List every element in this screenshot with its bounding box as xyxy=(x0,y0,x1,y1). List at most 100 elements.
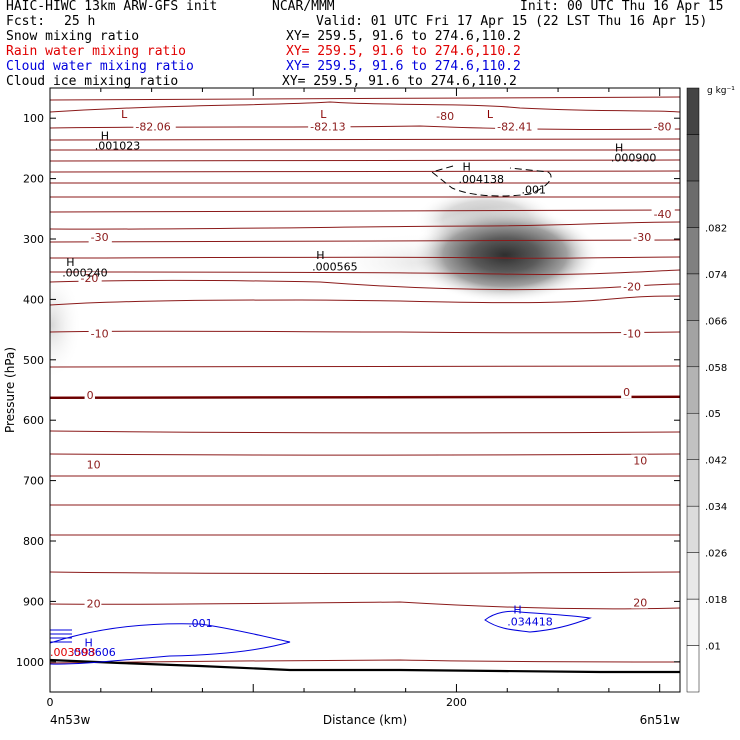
colorbar-swatch xyxy=(686,273,700,321)
field-name-rain: Rain water mixing ratio xyxy=(6,44,187,59)
value-label: .001 xyxy=(521,184,546,197)
temp-label: -30 xyxy=(91,231,109,244)
temp-label: -20 xyxy=(80,272,98,285)
colorbar-label: .026 xyxy=(705,549,727,560)
value-label: .001023 xyxy=(95,140,141,153)
value-label: .001 xyxy=(188,617,213,630)
temp-label-bg xyxy=(621,280,645,293)
extremum-mark: H xyxy=(513,603,521,616)
cloud-ice-contour xyxy=(430,165,552,197)
temp-label-bg xyxy=(651,208,675,221)
isotherm xyxy=(50,269,680,276)
chart-title: HAIC-HIWC 13km ARW-GFS init xyxy=(6,0,218,14)
temp-label-bg xyxy=(133,120,176,133)
field-xy-cloudice: XY= 259.5, 91.6 to 274.6,110.2 xyxy=(282,74,517,89)
colorbar-swatch xyxy=(686,412,700,460)
isotherm xyxy=(50,209,680,213)
y-tick-label: 1000 xyxy=(16,656,44,669)
y-tick-label: 100 xyxy=(23,112,44,125)
colorbar-label: .066 xyxy=(705,316,727,327)
y-tick-label: 800 xyxy=(23,535,44,548)
temp-label-bg xyxy=(495,120,538,133)
isotherm xyxy=(50,159,680,162)
extremum-mark: L xyxy=(320,108,327,121)
temp-label: -10 xyxy=(91,328,109,341)
isotherm xyxy=(50,101,680,113)
temp-label-bg xyxy=(88,327,112,340)
isotherm xyxy=(50,221,680,230)
temp-label: 10 xyxy=(87,459,101,472)
colorbar-label: .018 xyxy=(705,595,727,606)
extremum-mark: H xyxy=(85,637,93,650)
isotherm xyxy=(50,239,680,243)
isotherm xyxy=(50,330,680,334)
y-tick-label: 700 xyxy=(23,475,44,488)
temp-label-bg xyxy=(78,272,102,285)
org-label: NCAR/MMM xyxy=(272,0,335,14)
extremum-mark: L xyxy=(487,108,494,121)
extremum-mark: H xyxy=(316,249,324,262)
y-tick-label: 900 xyxy=(23,595,44,608)
temp-label-bg xyxy=(631,454,649,467)
x-tick-label: 200 xyxy=(446,696,467,709)
isotherm xyxy=(50,138,680,141)
temp-label: -10 xyxy=(623,328,641,341)
y-tick-label: 500 xyxy=(23,354,44,367)
temp-label-bg xyxy=(621,386,632,399)
isotherm xyxy=(50,170,680,173)
field-name-snow: Snow mixing ratio xyxy=(6,29,140,44)
temp-label: 10 xyxy=(633,454,647,467)
temp-label-bg xyxy=(631,231,655,243)
colorbar-label: .074 xyxy=(705,270,727,281)
field-xy-snow: XY= 259.5, 91.6 to 274.6,110.2 xyxy=(286,29,521,44)
value-label: .000565 xyxy=(312,260,358,273)
colorbar-swatch xyxy=(686,227,700,275)
field-name-cloudice: Cloud ice mixing ratio xyxy=(6,74,179,89)
fcst-label: Fcst: xyxy=(6,14,46,29)
x-axis: 0 200 xyxy=(47,88,661,709)
colorbar-unit: g kg⁻¹ xyxy=(707,86,735,96)
colorbar-swatch xyxy=(686,459,700,507)
value-label: .003593 xyxy=(50,646,96,659)
field-xy-rain: XY= 259.5, 91.6 to 274.6,110.2 xyxy=(286,44,521,59)
field-xy-cloudwater: XY= 259.5, 91.6 to 274.6,110.2 xyxy=(286,59,521,74)
y-tick-label: 300 xyxy=(23,233,44,246)
extremum-mark: L xyxy=(121,108,128,121)
extremum-mark: H xyxy=(615,141,623,154)
extremum-mark: H xyxy=(66,256,74,269)
isotherm xyxy=(50,96,680,101)
colorbar-label: .05 xyxy=(705,409,721,420)
temp-label-bg xyxy=(84,389,95,402)
colorbar-label: .058 xyxy=(705,363,727,374)
terrain-line xyxy=(49,658,680,674)
temp-label: 0 xyxy=(623,386,630,399)
colorbar-swatch xyxy=(686,505,700,553)
isotherm xyxy=(50,534,680,537)
temp-label-bg xyxy=(631,596,649,609)
contour-annotations: -82.06 -82.13-80-82.41 -80-40-30 -30-20-20-… xyxy=(50,108,675,659)
colorbar-swatch xyxy=(686,134,700,182)
temp-label-bg xyxy=(621,327,645,340)
plot-frame xyxy=(49,87,681,693)
colorbar-swatch xyxy=(686,552,700,600)
y-tick-label: 400 xyxy=(23,293,44,306)
colorbar-swatch xyxy=(686,320,700,368)
colorbar-swatch xyxy=(686,366,700,414)
x-endpoint-left: 4n53w xyxy=(50,713,91,727)
y-axis-title: Pressure (hPa) xyxy=(3,347,17,433)
valid-time: Valid: 01 UTC Fri 17 Apr 15 (22 LST Thu … xyxy=(316,14,708,29)
y-tick-label: 200 xyxy=(23,173,44,186)
y-tick-label: 600 xyxy=(23,414,44,427)
temp-label-bg xyxy=(308,120,351,133)
init-time: Init: 00 UTC Thu 16 Apr 15 xyxy=(520,0,724,14)
colorbar-swatch xyxy=(686,180,700,228)
value-label: .008606 xyxy=(70,646,116,659)
field-name-cloudwater: Cloud water mixing ratio xyxy=(6,59,194,74)
isotherm xyxy=(50,256,680,259)
temp-label: -80 xyxy=(654,120,672,133)
isotherm xyxy=(50,453,680,456)
colorbar-label: .034 xyxy=(705,502,727,513)
snow-shading xyxy=(50,188,600,380)
